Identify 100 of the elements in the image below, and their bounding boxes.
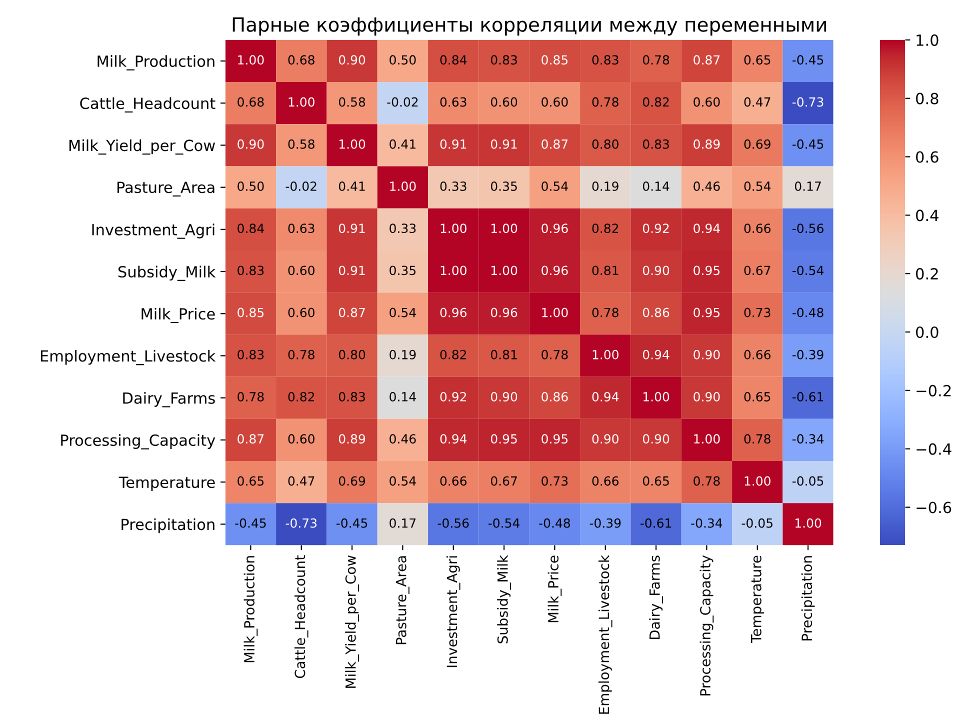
x-tick-label: Subsidy_Milk xyxy=(497,554,511,644)
y-tick-label: Subsidy_Milk xyxy=(118,266,216,281)
y-tick-label: Milk_Yield_per_Cow xyxy=(69,139,215,155)
data-label: 0.94 xyxy=(694,224,720,234)
data-label: 0.54 xyxy=(542,181,568,191)
data-label: -0.54 xyxy=(488,518,520,528)
data-label: 0.41 xyxy=(390,139,416,149)
data-label: -0.61 xyxy=(792,392,824,402)
data-label: 0.78 xyxy=(744,434,770,444)
data-label: -0.73 xyxy=(792,97,824,107)
data-label: 0.81 xyxy=(490,350,517,360)
data-label: 0.83 xyxy=(238,350,264,360)
data-label: 1.00 xyxy=(491,266,518,276)
data-label: 0.87 xyxy=(694,55,720,65)
data-label: 0.65 xyxy=(744,55,770,65)
y-tick-label: Milk_Price xyxy=(142,308,215,324)
data-label: 0.60 xyxy=(694,97,720,107)
data-label: 0.69 xyxy=(338,476,366,486)
data-label: 0.81 xyxy=(592,266,618,276)
data-label: 0.96 xyxy=(440,308,466,318)
data-label: 0.95 xyxy=(694,266,720,276)
data-label: 0.90 xyxy=(642,434,670,444)
data-label: 1.00 xyxy=(795,518,822,528)
data-label: 0.66 xyxy=(744,350,770,360)
data-label: 0.96 xyxy=(542,224,568,234)
data-label: 0.14 xyxy=(390,392,416,402)
data-label: 0.46 xyxy=(694,181,720,191)
data-label: 0.14 xyxy=(642,181,670,191)
data-label: 0.63 xyxy=(288,224,314,234)
data-label: 0.85 xyxy=(542,55,568,65)
data-label: 0.19 xyxy=(592,181,618,191)
data-label: 0.80 xyxy=(592,139,618,149)
data-label: 0.73 xyxy=(542,476,568,486)
data-label: 1.00 xyxy=(491,224,518,234)
data-label: 1.00 xyxy=(440,266,466,276)
data-label: 0.92 xyxy=(642,224,669,234)
data-label: 0.47 xyxy=(288,476,314,486)
data-label: 0.19 xyxy=(390,350,416,360)
data-label: 0.83 xyxy=(338,392,365,402)
data-label: 1.00 xyxy=(643,392,670,402)
data-label: 0.83 xyxy=(490,55,517,65)
data-label: 0.91 xyxy=(490,139,517,149)
y-tick-label: Employment_Livestock xyxy=(40,350,216,366)
data-label: 0.96 xyxy=(490,308,518,318)
data-label: 0.80 xyxy=(338,350,366,360)
data-label: 1.00 xyxy=(542,308,568,318)
data-label: 0.69 xyxy=(744,139,770,149)
data-label: 0.17 xyxy=(390,518,416,528)
color-bar-label: −0.4 xyxy=(916,443,952,455)
data-label: 0.54 xyxy=(744,181,771,191)
data-label: -0.02 xyxy=(387,97,418,107)
data-label: 0.94 xyxy=(440,434,467,444)
data-label: 0.63 xyxy=(440,97,466,107)
data-label: 0.68 xyxy=(238,97,264,107)
data-label: 0.82 xyxy=(288,392,314,402)
x-tick-label: Dairy_Farms xyxy=(649,556,663,639)
data-label: 0.47 xyxy=(744,97,770,107)
data-label: 0.78 xyxy=(642,55,670,65)
data-label: 0.86 xyxy=(642,308,670,318)
data-label: 0.84 xyxy=(440,55,467,65)
data-label: 0.33 xyxy=(440,181,466,191)
y-tick-label: Dairy_Farms xyxy=(123,392,215,408)
data-label: 0.95 xyxy=(542,434,568,444)
data-label: -0.45 xyxy=(792,139,824,149)
data-label: 0.83 xyxy=(238,266,264,276)
color-bar-label: 0.8 xyxy=(916,92,938,104)
data-label: 0.66 xyxy=(744,224,770,234)
data-label: 1.00 xyxy=(288,97,314,107)
data-label: 0.73 xyxy=(744,308,770,318)
data-label: 0.90 xyxy=(338,55,366,65)
data-label: 0.41 xyxy=(338,181,365,191)
data-label: -0.61 xyxy=(640,518,672,528)
data-label: 0.54 xyxy=(390,476,416,486)
data-label: 0.65 xyxy=(642,476,669,486)
data-label: 0.65 xyxy=(744,392,770,402)
x-tick-label: Pasture_Area xyxy=(396,556,410,644)
data-label: 0.58 xyxy=(288,139,314,149)
x-tick-label: Milk_Price xyxy=(548,556,562,622)
data-label: 0.60 xyxy=(288,308,314,318)
y-tick-label: Investment_Agri xyxy=(92,224,214,239)
color-bar-label: −0.6 xyxy=(916,502,952,514)
data-label: 0.54 xyxy=(390,308,416,318)
data-label: -0.02 xyxy=(286,181,316,191)
data-label: 0.90 xyxy=(238,139,264,149)
data-label: -0.45 xyxy=(235,518,266,528)
data-label: 1.00 xyxy=(339,139,366,149)
data-label: 0.66 xyxy=(592,476,618,486)
data-label: 0.35 xyxy=(390,266,416,276)
data-label: 0.58 xyxy=(338,97,366,107)
y-tick-label: Temperature xyxy=(118,476,215,492)
data-label: 0.91 xyxy=(440,139,466,149)
data-label: 0.92 xyxy=(440,392,466,402)
color-bar-label: −0.2 xyxy=(916,384,951,396)
x-tick-label: Processing_Capacity xyxy=(700,555,714,696)
y-tick-label: Processing_Capacity xyxy=(61,434,216,450)
data-label: 0.90 xyxy=(694,392,720,402)
data-label: 0.33 xyxy=(390,224,416,234)
data-label: 0.91 xyxy=(338,266,365,276)
data-label: 0.60 xyxy=(490,97,518,107)
data-label: 0.78 xyxy=(592,308,618,318)
